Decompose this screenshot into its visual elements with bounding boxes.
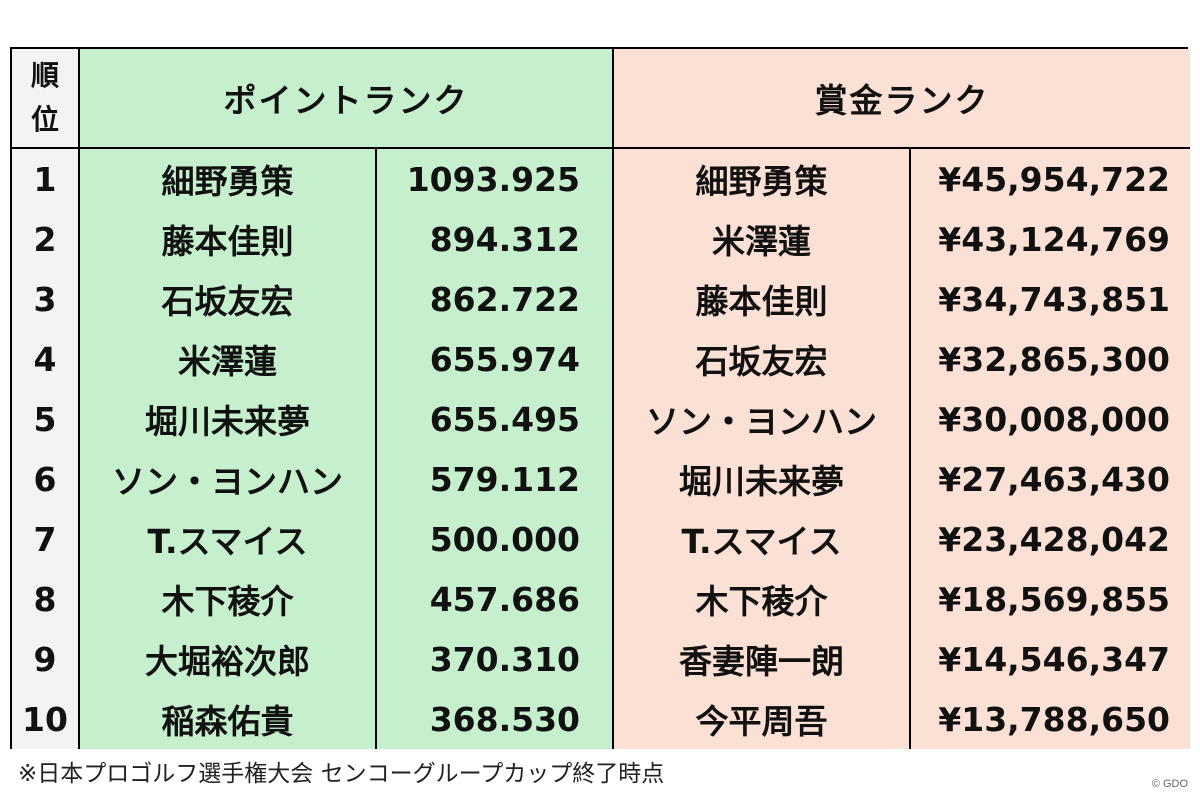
rank-number: 9: [12, 629, 80, 689]
rank-number: 4: [12, 329, 80, 389]
money-value: ¥13,788,650: [911, 689, 1190, 749]
point-player-name: 堀川未来夢: [80, 389, 377, 449]
money-player-name: 堀川未来夢: [614, 449, 911, 509]
rank-number: 3: [12, 269, 80, 329]
money-value: ¥30,008,000: [911, 389, 1190, 449]
rank-number: 1: [12, 149, 80, 209]
footnote: ※日本プロゴルフ選手権大会 センコーグループカップ終了時点: [18, 761, 665, 787]
point-player-name: 稲森佑貴: [80, 689, 377, 749]
point-player-name: 大堀裕次郎: [80, 629, 377, 689]
money-player-name: 今平周吾: [614, 689, 911, 749]
point-value: 1093.925: [377, 149, 614, 209]
point-value: 370.310: [377, 629, 614, 689]
rank-header-line1: 順: [30, 59, 59, 92]
rank-number: 7: [12, 509, 80, 569]
money-value: ¥18,569,855: [911, 569, 1190, 629]
rank-number: 5: [12, 389, 80, 449]
point-value: 655.495: [377, 389, 614, 449]
point-player-name: 細野勇策: [80, 149, 377, 209]
copyright: © GDO: [1151, 778, 1188, 790]
money-value: ¥43,124,769: [911, 209, 1190, 269]
money-value: ¥32,865,300: [911, 329, 1190, 389]
point-player-name: T.スマイス: [80, 509, 377, 569]
rank-number: 10: [12, 689, 80, 749]
money-value: ¥27,463,430: [911, 449, 1190, 509]
point-value: 457.686: [377, 569, 614, 629]
point-value: 894.312: [377, 209, 614, 269]
point-value: 579.112: [377, 449, 614, 509]
money-value: ¥14,546,347: [911, 629, 1190, 689]
money-player-name: 米澤蓮: [614, 209, 911, 269]
rank-header: 順 位: [12, 49, 80, 149]
point-value: 500.000: [377, 509, 614, 569]
money-player-name: T.スマイス: [614, 509, 911, 569]
ranking-table: 順 位 ポイントランク 賞金ランク 1 細野勇策 1093.925 細野勇策 ¥45,9…: [10, 47, 1190, 749]
money-player-name: 細野勇策: [614, 149, 911, 209]
point-value: 368.530: [377, 689, 614, 749]
point-value: 862.722: [377, 269, 614, 329]
money-player-name: 香妻陣一朗: [614, 629, 911, 689]
money-player-name: 石坂友宏: [614, 329, 911, 389]
rank-number: 8: [12, 569, 80, 629]
point-player-name: 米澤蓮: [80, 329, 377, 389]
money-player-name: 藤本佳則: [614, 269, 911, 329]
point-value: 655.974: [377, 329, 614, 389]
point-rank-header: ポイントランク: [80, 49, 614, 149]
rank-header-line2: 位: [30, 103, 59, 136]
money-rank-header: 賞金ランク: [614, 49, 1190, 149]
point-player-name: 木下稜介: [80, 569, 377, 629]
money-player-name: 木下稜介: [614, 569, 911, 629]
point-player-name: ソン・ヨンハン: [80, 449, 377, 509]
money-player-name: ソン・ヨンハン: [614, 389, 911, 449]
money-value: ¥34,743,851: [911, 269, 1190, 329]
rank-number: 2: [12, 209, 80, 269]
rank-number: 6: [12, 449, 80, 509]
money-value: ¥45,954,722: [911, 149, 1190, 209]
point-player-name: 藤本佳則: [80, 209, 377, 269]
point-player-name: 石坂友宏: [80, 269, 377, 329]
money-value: ¥23,428,042: [911, 509, 1190, 569]
